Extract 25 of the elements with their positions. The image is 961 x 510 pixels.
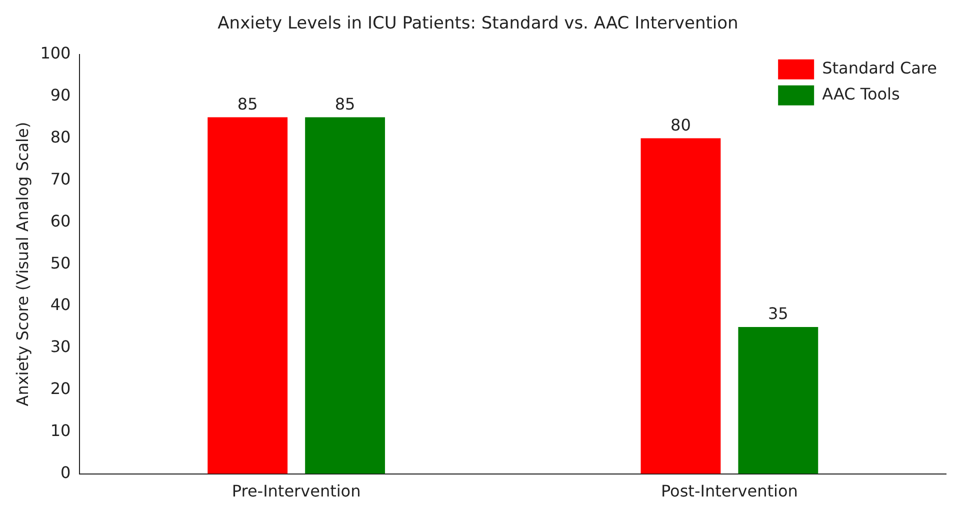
y-tick-label: 90	[50, 85, 71, 104]
y-axis-title: Anxiety Score (Visual Analog Scale)	[12, 122, 32, 406]
y-tick-label: 50	[50, 253, 71, 272]
y-tick-label: 0	[60, 462, 71, 482]
legend-label: AAC Tools	[822, 84, 900, 104]
data-label: 35	[768, 304, 788, 324]
y-tick-label: 70	[50, 169, 71, 188]
legend-label: Standard Care	[822, 58, 937, 78]
y-tick-label: 20	[50, 379, 71, 398]
y-tick-label: 100	[40, 44, 71, 63]
bar	[305, 117, 385, 474]
y-tick-label: 40	[50, 295, 71, 314]
data-label: 85	[334, 94, 356, 114]
x-tick-label: Post-Intervention	[660, 482, 798, 501]
y-tick-label: 10	[50, 421, 71, 440]
bar	[640, 138, 721, 474]
data-label: 80	[670, 115, 691, 134]
bar	[208, 117, 288, 474]
chart-title: Anxiety Levels in ICU Patients: Standard vs. AAC Intervention	[218, 14, 738, 34]
x-tick-label: Pre-Intervention	[232, 482, 361, 501]
y-tick-label: 60	[50, 211, 71, 230]
y-tick-label: 30	[50, 337, 71, 356]
bar	[738, 327, 818, 474]
data-label: 85	[237, 94, 258, 114]
y-tick-label: 80	[50, 127, 71, 146]
